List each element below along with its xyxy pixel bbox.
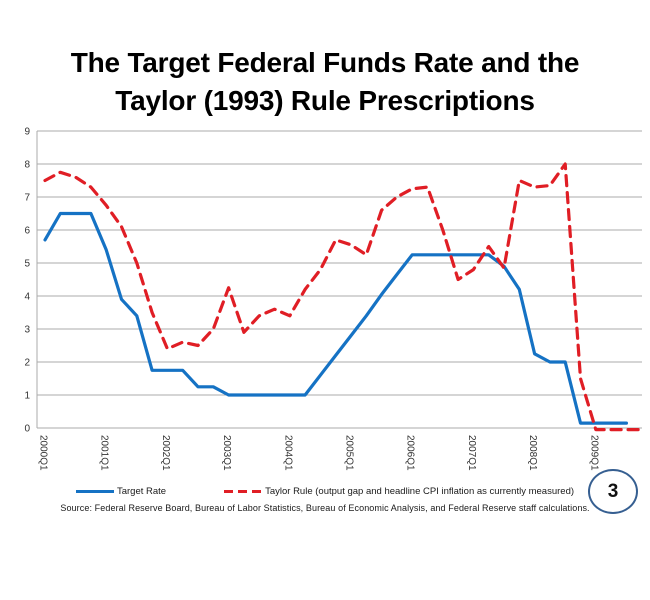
taylor-rule-line-swatch — [224, 489, 263, 493]
target-rate-line — [43, 211, 628, 425]
y-axis-tick-label-4: 4 — [24, 292, 30, 303]
y-axis-tick-label-1: 1 — [24, 391, 30, 402]
title-line-1: The Target Federal Funds Rate and the — [70, 47, 580, 78]
y-axis-tick-label-3: 3 — [24, 325, 30, 336]
y-axis-tick-label-6: 6 — [24, 226, 30, 237]
y-axis-tick-label-9: 9 — [24, 127, 30, 138]
taylor-rule-line — [43, 162, 644, 432]
x-axis-tick-label-2001Q1: 2001Q1 — [99, 435, 110, 471]
page-number-badge: 3 — [588, 469, 638, 514]
target-rate-legend-label: Target Rate — [116, 485, 167, 497]
y-axis-tick-label-8: 8 — [24, 160, 30, 171]
taylor-rule-legend-label: Taylor Rule (output gap and headline CPI… — [265, 485, 575, 497]
x-axis-tick-label-2004Q1: 2004Q1 — [282, 435, 293, 471]
y-axis-tick-label-2: 2 — [24, 358, 30, 369]
x-axis-tick-label-2002Q1: 2002Q1 — [160, 435, 171, 471]
legend-item-target-rate: Target Rate — [75, 485, 167, 497]
x-axis-tick-label-2006Q1: 2006Q1 — [405, 435, 416, 471]
x-axis-tick-label-2005Q1: 2005Q1 — [344, 435, 355, 471]
x-axis-tick-label-2009Q1: 2009Q1 — [588, 435, 599, 471]
x-axis-tick-label-2007Q1: 2007Q1 — [466, 435, 477, 471]
page-title: The Target Federal Funds Rate and the Ta… — [0, 44, 650, 120]
x-axis-tick-label-2003Q1: 2003Q1 — [221, 435, 232, 471]
x-axis-tick-label-2000Q1: 2000Q1 — [38, 435, 49, 471]
legend-item-taylor-rule: Taylor Rule (output gap and headline CPI… — [224, 486, 574, 497]
x-axis-tick-label-2008Q1: 2008Q1 — [527, 435, 538, 471]
page-number: 3 — [607, 480, 619, 502]
y-axis-tick-label-5: 5 — [24, 259, 30, 270]
source-note: Source: Federal Reserve Board, Bureau of… — [60, 503, 590, 513]
chart-legend: Target Rate Taylor Rule (output gap and … — [0, 482, 650, 500]
target-rate-line-swatch — [75, 489, 114, 493]
title-line-2: Taylor (1993) Rule Prescriptions — [115, 85, 535, 116]
y-axis-tick-label-7: 7 — [24, 193, 30, 204]
y-axis-tick-label-0: 0 — [24, 424, 30, 435]
